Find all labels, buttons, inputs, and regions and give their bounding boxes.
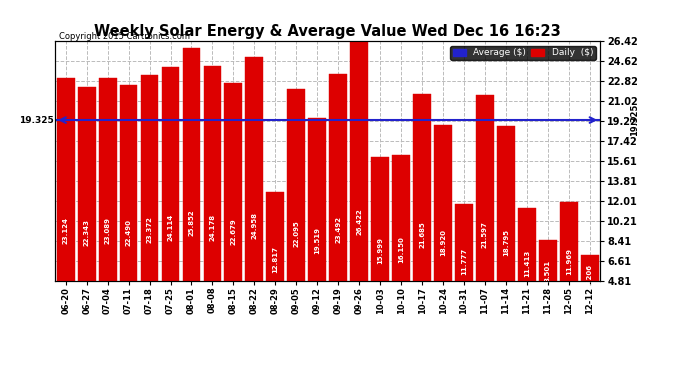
Text: 11.413: 11.413 — [524, 249, 530, 276]
Legend: Average ($), Daily  ($): Average ($), Daily ($) — [450, 46, 595, 60]
Text: 24.958: 24.958 — [251, 212, 257, 239]
Bar — [351, 41, 368, 281]
Text: 24.114: 24.114 — [168, 214, 173, 241]
Text: 19.325: 19.325 — [630, 104, 639, 136]
Text: 25.852: 25.852 — [188, 210, 195, 236]
Bar — [266, 192, 284, 281]
Bar — [476, 95, 494, 281]
Text: 23.492: 23.492 — [335, 216, 342, 243]
Bar — [392, 155, 410, 281]
Bar — [57, 78, 75, 281]
Text: 12.817: 12.817 — [273, 246, 278, 273]
Text: 24.178: 24.178 — [210, 214, 215, 241]
Bar — [560, 202, 578, 281]
Text: 21.597: 21.597 — [482, 221, 488, 248]
Text: 21.685: 21.685 — [419, 221, 425, 248]
Bar — [78, 87, 95, 281]
Text: 11.969: 11.969 — [566, 248, 572, 275]
Bar — [518, 208, 536, 281]
Text: 19.519: 19.519 — [314, 227, 320, 254]
Text: 7.206: 7.206 — [586, 264, 593, 286]
Text: 23.124: 23.124 — [63, 217, 69, 244]
Bar — [497, 126, 515, 281]
Text: 23.089: 23.089 — [105, 217, 110, 244]
Bar — [141, 75, 159, 281]
Bar — [371, 157, 389, 281]
Bar — [161, 67, 179, 281]
Bar — [308, 118, 326, 281]
Text: 16.150: 16.150 — [398, 236, 404, 263]
Text: 18.795: 18.795 — [503, 229, 509, 256]
Text: 22.490: 22.490 — [126, 219, 132, 246]
Text: 22.679: 22.679 — [230, 218, 237, 245]
Bar — [99, 78, 117, 281]
Text: 18.920: 18.920 — [440, 229, 446, 256]
Text: 15.999: 15.999 — [377, 237, 383, 264]
Bar — [329, 74, 347, 281]
Text: 11.777: 11.777 — [461, 248, 467, 276]
Bar — [204, 66, 221, 281]
Text: 23.372: 23.372 — [146, 216, 152, 243]
Bar — [581, 255, 599, 281]
Text: 22.343: 22.343 — [83, 219, 90, 246]
Bar — [224, 83, 242, 281]
Title: Weekly Solar Energy & Average Value Wed Dec 16 16:23: Weekly Solar Energy & Average Value Wed … — [95, 24, 561, 39]
Bar — [183, 48, 200, 281]
Text: Copyright 2015 Cartronics.com: Copyright 2015 Cartronics.com — [59, 32, 190, 41]
Text: 8.501: 8.501 — [545, 260, 551, 282]
Bar — [288, 89, 305, 281]
Bar — [434, 124, 452, 281]
Text: 22.095: 22.095 — [293, 220, 299, 247]
Bar — [539, 240, 557, 281]
Bar — [246, 57, 264, 281]
Bar — [455, 204, 473, 281]
Text: 19.325: 19.325 — [19, 116, 54, 124]
Text: 26.422: 26.422 — [356, 208, 362, 235]
Bar — [119, 85, 137, 281]
Bar — [413, 94, 431, 281]
